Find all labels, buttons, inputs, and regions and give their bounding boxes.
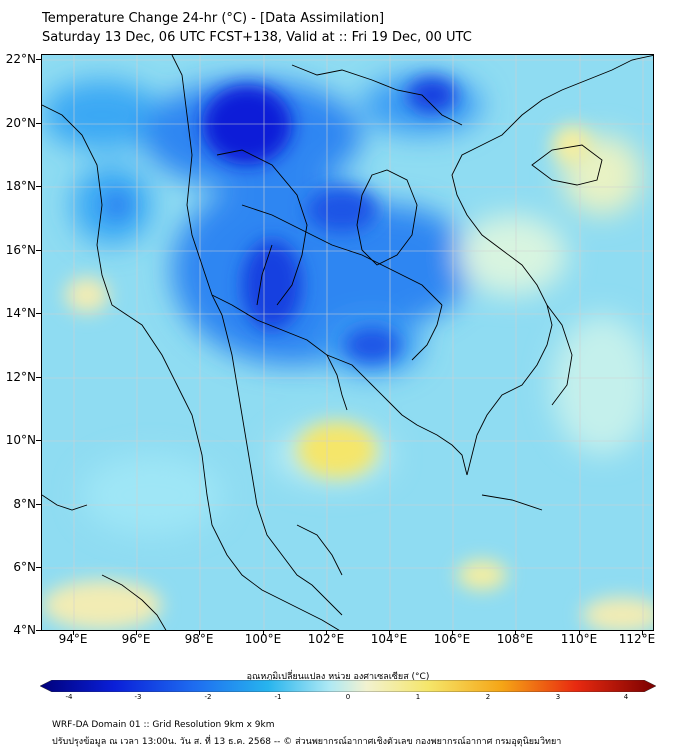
map-canvas [42,55,653,630]
lon-tick [515,631,516,635]
lat-label: 22°N [5,52,36,66]
colorbar-tick: -1 [274,693,282,701]
colorbar-tick: -4 [65,693,73,701]
lon-tick [136,631,137,635]
lat-tick [36,313,41,314]
lat-tick [36,630,41,631]
lon-label: 104°E [370,632,408,646]
map-subtitle: Saturday 13 Dec, 06 UTC FCST+138, Valid … [42,30,472,45]
coastlines-borders [42,55,653,630]
colorbar-tick: -3 [134,693,142,701]
lat-label: 14°N [5,306,36,320]
lat-tick [36,377,41,378]
colorbar-tick: 4 [623,693,629,701]
lon-tick [579,631,580,635]
lon-tick [326,631,327,635]
temperature-change-map [41,54,654,631]
colorbar [40,680,656,692]
lat-tick [36,567,41,568]
lon-label: 102°E [307,632,345,646]
lon-tick [73,631,74,635]
lon-label: 94°E [58,632,88,646]
lon-label: 106°E [433,632,471,646]
lat-tick [36,186,41,187]
lat-label: 12°N [5,370,36,384]
colorbar-tick: 0 [345,693,351,701]
lon-label: 108°E [496,632,534,646]
colorbar-tick: 3 [555,693,561,701]
lon-tick [263,631,264,635]
lon-tick [452,631,453,635]
lat-label: 6°N [13,560,36,574]
map-title: Temperature Change 24-hr (°C) - [Data As… [42,11,385,26]
colorbar-tick: 1 [415,693,421,701]
lon-label: 100°E [244,632,282,646]
lat-label: 16°N [5,243,36,257]
footer-model-info: WRF-DA Domain 01 :: Grid Resolution 9km … [52,720,275,730]
lat-label: 20°N [5,116,36,130]
colorbar-title: อุณหภูมิเปลี่ยนแปลง หน่วย องศาเซลเซียส (… [246,672,430,682]
colorbar-tick: -2 [204,693,212,701]
temperature-extremes [42,77,653,630]
lat-label: 18°N [5,179,36,193]
lon-label: 96°E [121,632,151,646]
lat-label: 10°N [5,433,36,447]
lon-tick [642,631,643,635]
lat-tick [36,504,41,505]
lon-tick [389,631,390,635]
colorbar-tick: 2 [485,693,491,701]
lat-label: 4°N [13,623,36,637]
lon-tick [199,631,200,635]
lat-tick [36,59,41,60]
footer-credits: ปรับปรุงข้อมูล ณ เวลา 13:00น. วัน ส. ที่… [52,737,562,747]
gridlines [42,55,653,630]
lat-tick [36,123,41,124]
lon-label: 110°E [560,632,598,646]
lat-label: 8°N [13,497,36,511]
lon-label: 98°E [184,632,214,646]
lon-label: 112°E [618,632,656,646]
lat-tick [36,440,41,441]
lat-tick [36,250,41,251]
